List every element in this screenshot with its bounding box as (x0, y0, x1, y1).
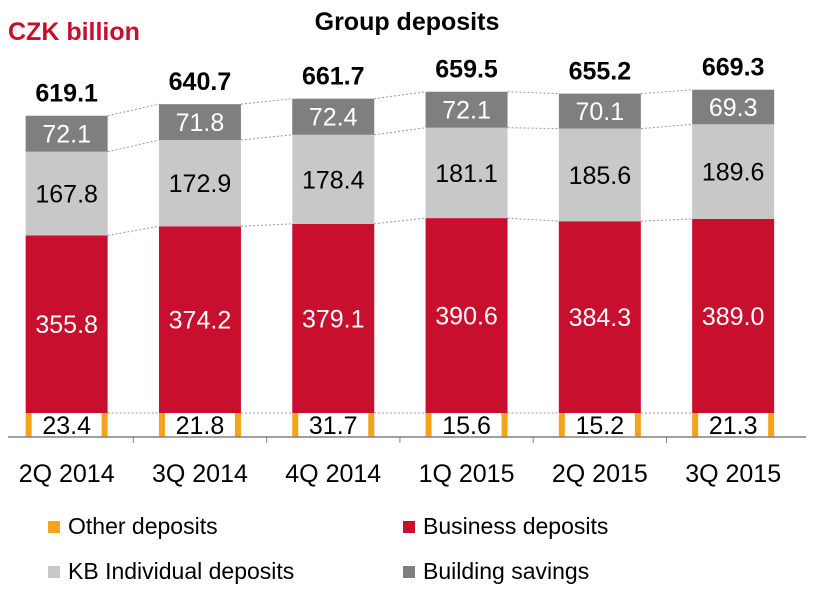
legend-item-building-savings: Building savings (403, 558, 589, 585)
data-label-5-0: 21.3 (709, 412, 758, 440)
bar-segment-business-deposits-1 (158, 226, 241, 413)
connector-line-1-3 (240, 98, 293, 105)
data-label-3-1: 390.6 (435, 303, 498, 331)
legend-label-other: Other deposits (68, 513, 218, 539)
bar-segment-kb-individual-deposits-0 (25, 151, 108, 236)
data-label-1-0: 21.8 (176, 412, 225, 440)
data-label-5-1: 389.0 (702, 303, 765, 331)
connector-line-4-1 (640, 218, 693, 222)
connector-line-3-2 (507, 127, 559, 130)
total-label-1: 640.7 (169, 68, 232, 96)
bar-label-box-other-1 (164, 413, 235, 437)
data-label-0-0: 23.4 (42, 412, 91, 440)
connector-line-4-3 (640, 89, 693, 95)
connector-line-3-1 (507, 217, 559, 222)
connector-line-0-1 (107, 225, 160, 236)
data-label-0-1: 355.8 (35, 311, 98, 339)
legend-swatch-building (403, 565, 415, 578)
data-label-4-3: 70.1 (576, 98, 625, 126)
bar-segment-building-savings-2 (292, 98, 375, 135)
total-label-2: 661.7 (302, 63, 365, 91)
data-label-1-3: 71.8 (176, 109, 225, 137)
bar-label-box-other-0 (31, 413, 102, 437)
data-label-3-3: 72.1 (442, 97, 491, 125)
data-label-5-3: 69.3 (709, 94, 758, 122)
bar-segment-kb-individual-deposits-2 (292, 134, 375, 224)
unit-label: CZK billion (8, 18, 140, 46)
bar-segment-kb-individual-deposits-4 (558, 128, 641, 222)
data-label-5-2: 189.6 (702, 159, 765, 187)
connector-line-4-2 (640, 123, 693, 130)
data-label-2-2: 178.4 (302, 166, 365, 194)
data-label-1-2: 172.9 (169, 170, 232, 198)
legend-label-business: Business deposits (423, 513, 609, 539)
x-tick-label-2: 4Q 2014 (285, 460, 381, 488)
x-tick-label-1: 3Q 2014 (152, 460, 248, 488)
connector-line-0-3 (107, 103, 160, 117)
data-label-4-0: 15.2 (576, 412, 625, 440)
connector-line-2-2 (374, 127, 426, 136)
legend-label-building: Building savings (423, 558, 590, 584)
total-label-0: 619.1 (35, 80, 98, 108)
legend: Other deposits Business deposits KB Indi… (0, 505, 814, 591)
bar-segment-business-deposits-3 (425, 218, 508, 413)
connector-line-1-1 (240, 223, 293, 227)
legend-item-other-deposits: Other deposits (48, 513, 218, 540)
bar-segment-business-deposits-0 (25, 235, 108, 413)
connector-line-1-2 (240, 134, 293, 141)
data-label-3-2: 181.1 (435, 160, 498, 188)
connector-line-3-3 (507, 91, 559, 95)
chart-title: Group deposits (314, 8, 500, 36)
total-label-5: 669.3 (702, 54, 765, 82)
legend-label-individual: KB Individual deposits (68, 558, 295, 584)
legend-item-kb-individual-deposits: KB Individual deposits (48, 558, 294, 585)
bar-segment-building-savings-1 (158, 104, 241, 140)
x-tick-label-3: 1Q 2015 (419, 460, 515, 488)
data-label-2-0: 31.7 (309, 412, 358, 440)
bar-label-box-other-3 (431, 413, 502, 437)
connector-line-0-2 (107, 139, 160, 153)
data-label-4-1: 384.3 (569, 304, 632, 332)
bar-segment-building-savings-0 (25, 115, 108, 152)
legend-swatch-other (48, 520, 60, 533)
legend-item-business-deposits: Business deposits (403, 513, 608, 540)
total-label-3: 659.5 (435, 56, 498, 84)
legend-swatch-business (403, 520, 415, 533)
connector-line-2-1 (374, 217, 426, 225)
data-label-1-1: 374.2 (169, 307, 232, 335)
x-tick-label-5: 3Q 2015 (685, 460, 781, 488)
bar-label-box-other-4 (564, 413, 635, 437)
data-label-0-2: 167.8 (35, 181, 98, 209)
x-tick-label-0: 2Q 2014 (19, 460, 115, 488)
bar-segment-business-deposits-4 (558, 221, 641, 413)
bar-label-box-other-2 (298, 413, 369, 437)
bar-segment-kb-individual-deposits-3 (425, 127, 508, 219)
total-label-4: 655.2 (569, 58, 632, 86)
x-tick-label-4: 2Q 2015 (552, 460, 648, 488)
bar-segment-building-savings-4 (558, 93, 641, 129)
data-label-4-2: 185.6 (569, 162, 632, 190)
stacked-bar-chart: 23.4 355.8 167.8 72.1 619.1 2Q 2014 21.8 374.2 1… (8, 54, 806, 488)
bar-segment-kb-individual-deposits-5 (692, 124, 775, 219)
bar-segment-building-savings-3 (425, 91, 508, 128)
data-label-3-0: 15.6 (442, 412, 491, 440)
bar-segment-business-deposits-2 (292, 223, 375, 413)
data-label-0-3: 72.1 (42, 121, 91, 149)
bar-segment-kb-individual-deposits-1 (158, 139, 241, 227)
bar-segment-business-deposits-5 (692, 218, 775, 413)
bar-label-box-other-5 (698, 413, 769, 437)
data-label-2-3: 72.4 (309, 104, 358, 132)
legend-swatch-individual (48, 565, 60, 578)
data-label-2-1: 379.1 (302, 305, 365, 333)
bar-segment-building-savings-5 (692, 89, 775, 125)
connector-line-2-3 (374, 91, 426, 100)
